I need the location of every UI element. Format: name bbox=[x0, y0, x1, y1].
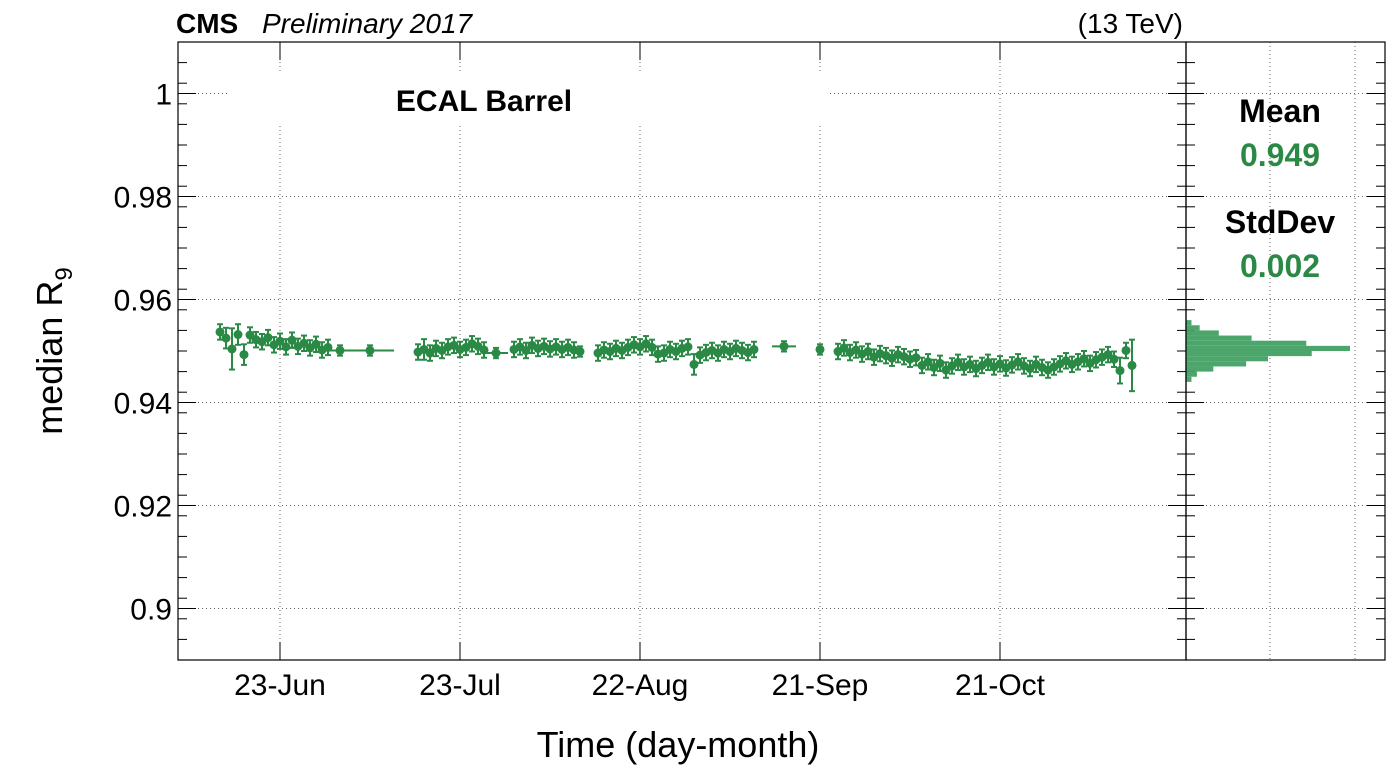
data-point bbox=[233, 330, 243, 340]
data-point bbox=[287, 335, 297, 345]
data-point bbox=[683, 342, 693, 352]
data-point bbox=[521, 345, 531, 355]
data-point bbox=[491, 348, 501, 358]
histogram-bars bbox=[1186, 320, 1350, 382]
y-axis-title-subscript: 9 bbox=[51, 267, 78, 280]
y-axis-title-group: median R9 bbox=[29, 267, 78, 434]
data-point bbox=[923, 357, 933, 367]
data-point bbox=[335, 345, 345, 355]
y-tick-label: 0.9 bbox=[130, 594, 172, 627]
mean-label: Mean bbox=[1239, 93, 1321, 129]
data-point bbox=[575, 347, 585, 357]
histogram-ticks bbox=[1186, 41, 1385, 661]
data-point bbox=[365, 345, 375, 355]
data-point bbox=[1121, 345, 1131, 355]
histogram-bin bbox=[1186, 366, 1214, 372]
data-point bbox=[815, 344, 825, 354]
x-tick-label: 21-Sep bbox=[772, 669, 869, 702]
histogram-frame bbox=[1185, 41, 1386, 661]
status-label: Preliminary 2017 bbox=[262, 8, 474, 39]
histogram-bin bbox=[1186, 330, 1219, 336]
data-point bbox=[1115, 366, 1125, 376]
histogram-bin bbox=[1186, 325, 1200, 331]
data-point bbox=[239, 350, 249, 360]
histogram-bin bbox=[1186, 356, 1268, 362]
histogram-bin bbox=[1186, 361, 1247, 367]
x-tick-label: 22-Aug bbox=[592, 669, 689, 702]
histogram-bin bbox=[1186, 335, 1252, 341]
y-tick-label: 0.94 bbox=[114, 388, 172, 421]
x-tick-label: 21-Oct bbox=[955, 669, 1046, 702]
data-point bbox=[689, 359, 699, 369]
histogram-bin bbox=[1186, 320, 1192, 326]
histogram-bin bbox=[1186, 376, 1192, 382]
data-point bbox=[647, 342, 657, 352]
x-axis-title: Time (day-month) bbox=[537, 724, 820, 765]
panel-label-box bbox=[230, 72, 830, 124]
data-point bbox=[215, 327, 225, 337]
x-axis-ticks: 23-Jun 23-Jul 22-Aug 21-Sep 21-Oct bbox=[234, 42, 1046, 702]
histogram-bin bbox=[1186, 340, 1307, 346]
main-plot-area: 0.90.920.940.960.981 23-Jun 23-Jul 22-Aug 2… bbox=[114, 41, 1187, 702]
y-tick-label: 0.96 bbox=[114, 285, 172, 318]
data-point bbox=[1109, 354, 1119, 364]
y-axis-ticks: 0.9 0.92 0.94 0.96 0.98 1 bbox=[114, 41, 1186, 661]
data-point bbox=[227, 344, 237, 354]
data-point bbox=[281, 342, 291, 352]
y-tick-label: 0.92 bbox=[114, 491, 172, 524]
y-tick-label: 0.98 bbox=[114, 182, 172, 215]
histogram-bin bbox=[1186, 345, 1350, 351]
histogram-bin bbox=[1186, 371, 1197, 377]
mean-value: 0.949 bbox=[1240, 137, 1320, 173]
experiment-label: CMS bbox=[176, 8, 238, 39]
y-tick-label: 1 bbox=[155, 79, 172, 112]
data-point bbox=[779, 341, 789, 351]
energy-label: (13 TeV) bbox=[1078, 8, 1183, 39]
data-point bbox=[311, 339, 321, 349]
data-point bbox=[1127, 360, 1137, 370]
stddev-value: 0.002 bbox=[1240, 248, 1320, 284]
data-point bbox=[863, 347, 873, 357]
data-point bbox=[935, 358, 945, 368]
x-tick-label: 23-Jul bbox=[419, 669, 501, 702]
stddev-label: StdDev bbox=[1225, 204, 1335, 240]
data-point bbox=[749, 344, 759, 354]
data-point bbox=[911, 353, 921, 363]
histogram-panel bbox=[1185, 41, 1386, 661]
x-tick-label: 23-Jun bbox=[234, 669, 326, 702]
data-point bbox=[263, 333, 273, 343]
y-axis-title: median R9 bbox=[29, 267, 78, 434]
y-axis-title-main: median R bbox=[29, 281, 70, 435]
data-point bbox=[221, 333, 231, 343]
panel-label: ECAL Barrel bbox=[396, 85, 572, 118]
data-point bbox=[275, 336, 285, 346]
data-points bbox=[215, 323, 1137, 393]
histogram-bin bbox=[1186, 351, 1312, 357]
